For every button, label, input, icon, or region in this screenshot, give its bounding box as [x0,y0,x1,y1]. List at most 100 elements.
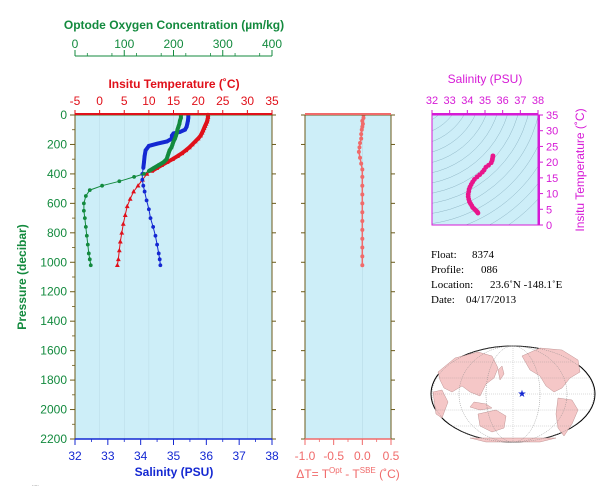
salinity-point [151,225,156,229]
diff-point [360,201,365,206]
salinity-point [165,139,169,144]
diff-point [360,245,365,250]
diff-point [360,236,365,241]
oxygen-point [177,121,182,126]
diff-point [358,155,363,160]
main-profile-panel: 0 100 200 300 400 Optode Oxygen Concentratio… [15,18,284,479]
oxygen-point [82,216,87,220]
ts-temp-tick-label: 15 [546,173,558,185]
salinity-point [144,198,149,203]
temperature-point [124,203,130,209]
diff-title-sup1: Opt [329,466,343,475]
diff-point [359,136,364,141]
ts-salinity-tick-label: 36 [497,95,509,107]
land-africa [432,389,449,419]
temperature-point [179,150,185,156]
main-series [81,112,211,268]
oxygen-point [146,169,151,173]
salinity-point [186,118,190,123]
pressure-tick-label: 2000 [40,403,67,417]
temperature-point [135,183,141,188]
date-value: 04/17/2013 [466,294,517,306]
land-north-america [521,347,581,393]
float-location-marker: ★ [518,389,527,400]
ts-salinity-tick-label: 33 [444,95,456,107]
difference-axis: -1.0 -0.5 0.0 0.5 [295,113,400,463]
location-value: 23.6˚N -148.1˚E [490,279,563,291]
diff-title-mid: - T [342,467,360,481]
salinity-point [155,141,159,146]
oxygen-point [165,154,170,159]
diff-point [360,167,365,172]
land-indonesia [469,401,493,411]
temperature-point [115,256,121,262]
diff-tick-label: -1.0 [295,449,316,463]
diff-point [360,254,365,259]
temperature-point [192,138,198,144]
temperature-point [131,188,137,194]
diff-point [360,219,365,224]
temperature-tick-label: -5 [70,94,81,108]
salinity-tick-label: 32 [68,449,82,463]
oxygen-point [117,179,122,184]
pressure-axis-title: Pressure (decibar) [15,224,29,329]
ts-salinity-title: Salinity (PSU) [448,72,523,86]
ts-salinity-tick-label: 32 [426,95,438,107]
salinity-point [142,154,147,159]
temperature-point [175,153,180,159]
pressure-tick-label: 0 [60,108,67,122]
map-meridian [485,345,541,443]
diff-point [360,183,365,188]
temperature-tick-label: 25 [216,94,230,108]
date-label: Date: [431,294,455,306]
temperature-point [127,196,133,201]
difference-panel: -1.0 -0.5 0.0 0.5 ΔT= TOpt - TSBE (˚C) [295,113,400,481]
diff-title-prefix: ΔT= T [296,467,329,481]
ts-temp-tick-label: 25 [546,141,558,153]
diff-point [359,161,364,166]
diff-tick-label: -0.5 [323,449,344,463]
land-japan [497,365,505,381]
oxygen-point [175,127,180,132]
salinity-point [183,127,187,132]
difference-axis-title: ΔT= TOpt - TSBE (˚C) [296,466,400,481]
oxygen-point [167,148,172,153]
pressure-tick-label: 1600 [40,344,67,358]
pressure-tick-label: 2200 [40,432,67,446]
temperature-point [186,144,192,150]
ts-axes: 32 33 34 35 36 37 38 0 5 10 15 20 25 30 35 [426,95,558,232]
oxygen-point [81,201,86,206]
diff-point [360,227,365,232]
ts-salinity-tick-label: 34 [461,95,473,107]
ts-temp-tick-label: 0 [546,220,552,232]
temperature-tick-label: 30 [241,94,255,108]
temperature-point [198,133,203,138]
salinity-point [158,263,163,268]
salinity-point [156,251,161,256]
oxygen-tick-label: 300 [213,37,233,51]
salinity-tick-label: 35 [167,449,181,463]
oxygen-point [156,163,161,167]
temperature-point [120,221,126,226]
temperature-axis-title: Insitu Temperature (˚C) [108,77,239,91]
temperature-point [117,239,123,244]
oxygen-tick-label: 100 [114,37,134,51]
salinity-tick-label: 34 [134,449,148,463]
temperature-point [170,156,175,161]
diff-point [360,192,365,197]
temperature-point [122,212,128,217]
salinity-axis-title: Salinity (PSU) [135,465,214,479]
temperature-point [114,262,120,268]
salinity-tick-label: 33 [101,449,115,463]
salinity-point [141,183,146,188]
oxygen-point [88,263,93,268]
salinity-point [143,148,148,153]
float-info: Float: 8374 Profile: 086 Location: 23.6˚… [431,249,563,306]
salinity-point [185,121,190,126]
oxygen-point [178,118,182,123]
salinity-point [141,166,146,170]
oxygen-point [174,133,178,138]
pressure-tick-label: 1400 [40,314,67,328]
pressure-tick-label: 1200 [40,285,67,299]
